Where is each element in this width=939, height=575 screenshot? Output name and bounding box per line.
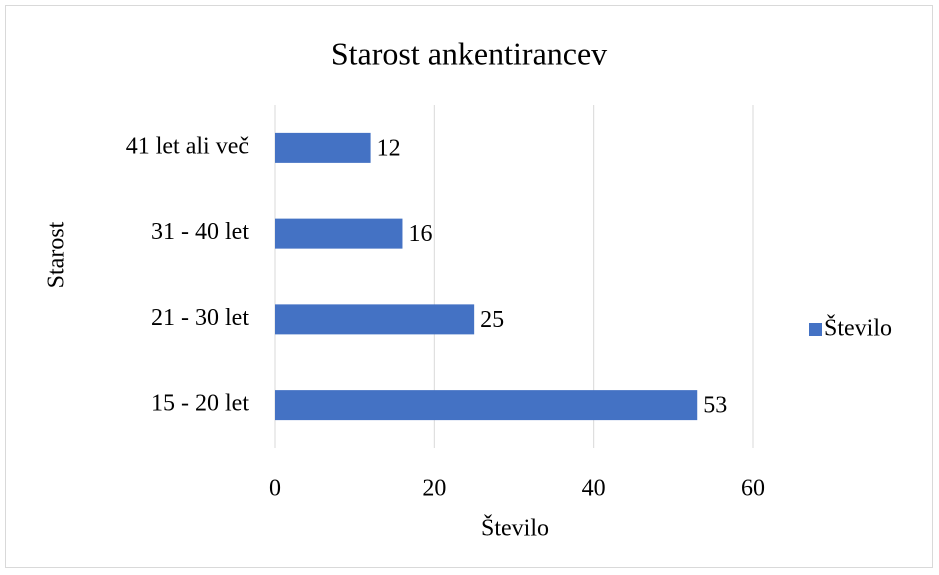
x-tick-label: 40 (582, 476, 606, 502)
bar (275, 218, 403, 249)
x-tick-label: 60 (741, 476, 765, 502)
legend-label: Število (824, 315, 892, 342)
data-label: 53 (703, 393, 727, 419)
y-axis-label: Starost (44, 221, 70, 288)
legend-swatch (809, 323, 822, 336)
x-axis-label: Število (481, 515, 549, 542)
bar (275, 304, 475, 335)
chart-border (5, 5, 933, 568)
bar (275, 390, 698, 421)
y-tick-label: 21 - 30 let (151, 305, 249, 331)
y-tick-label: 15 - 20 let (151, 391, 249, 417)
bar (275, 132, 371, 163)
chart-title: Starost ankentirancev (331, 35, 607, 71)
x-tick-label: 20 (422, 476, 446, 502)
data-label: 16 (408, 221, 432, 247)
x-tick-label: 0 (269, 476, 281, 502)
data-label: 25 (480, 307, 504, 333)
data-label: 12 (377, 135, 401, 161)
y-tick-label: 41 let ali več (126, 133, 249, 159)
y-tick-label: 31 - 40 let (151, 219, 249, 245)
